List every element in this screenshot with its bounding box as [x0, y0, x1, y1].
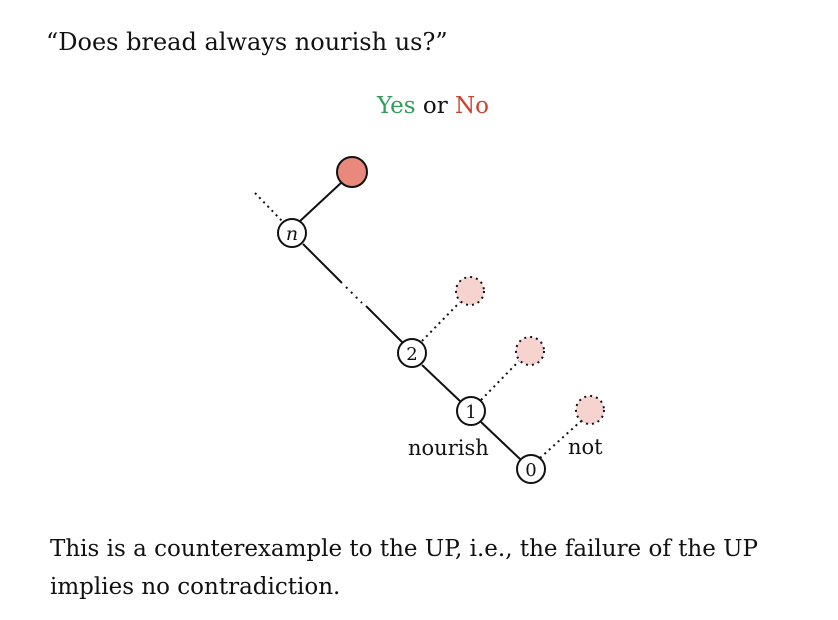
edge-2-to-1	[421, 364, 462, 403]
edge-n-to-filled-leaf	[298, 181, 343, 223]
edge-gap-to-2	[365, 305, 404, 344]
label-not: not	[568, 435, 603, 459]
edge-2-to-ghost-leaf	[421, 301, 461, 342]
caption-text: This is a counterexample to the UP, i.e.…	[50, 536, 758, 600]
ghost-leaf-1	[515, 336, 545, 366]
answer-no: No	[455, 93, 490, 119]
edge-dotted-incoming	[254, 192, 284, 223]
answer-yes: Yes	[376, 93, 416, 119]
edge-gap-ellipsis	[345, 286, 363, 304]
node-1-label: 1	[465, 402, 476, 423]
question-text: “Does bread always nourish us?”	[46, 28, 448, 56]
node-0-label: 0	[525, 460, 536, 481]
edge-1-to-ghost-leaf	[480, 360, 520, 401]
ghost-leaf-2	[455, 276, 485, 306]
node-n-label: n	[286, 223, 298, 245]
ghost-leaf-0	[575, 395, 605, 425]
edge-n-to-gap	[302, 243, 343, 284]
filled-leaf	[336, 156, 368, 188]
node-2-label: 2	[406, 344, 417, 365]
node-2	[397, 338, 427, 368]
label-nourish: nourish	[408, 436, 489, 460]
node-0	[516, 454, 546, 484]
node-n	[277, 218, 307, 248]
answer-or: or	[415, 93, 456, 119]
answer-options: Yes or No	[0, 93, 838, 119]
edge-1-to-0	[480, 421, 521, 460]
node-1	[456, 396, 486, 426]
